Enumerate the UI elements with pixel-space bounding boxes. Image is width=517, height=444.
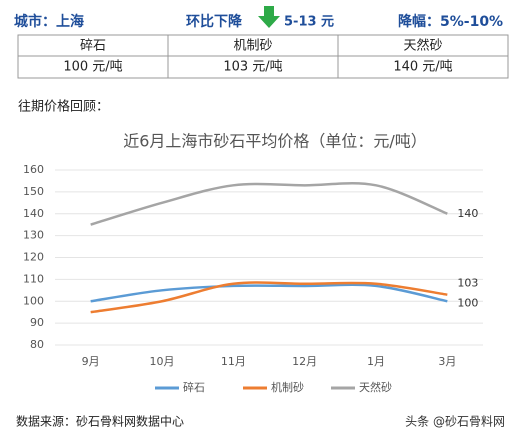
data-label: 140 (457, 207, 478, 220)
line-series (90, 181, 448, 226)
x-tick-label: 12月 (292, 355, 317, 368)
down-arrow (258, 6, 280, 28)
table-header: 碎石 (80, 39, 106, 54)
decline: 降幅：5%-10% (398, 13, 503, 30)
y-tick-label: 130 (23, 229, 44, 242)
y-tick-label: 120 (23, 251, 44, 264)
table-grid (17, 34, 509, 79)
data-label: 100 (457, 296, 478, 309)
change: 环比下降 (186, 13, 243, 30)
y-tick-label: 90 (30, 316, 44, 329)
table-cell: 103 元/吨 (223, 60, 282, 75)
data-label: 103 (457, 277, 478, 290)
change-range: 5-13 元 (284, 15, 334, 30)
chart-title: 近6月上海市砂石平均价格（单位：元/吨） (123, 132, 427, 151)
source: 数据来源：砂石骨料网数据中心 (16, 414, 184, 429)
x-tick-label: 11月 (221, 355, 246, 368)
section-label: 往期价格回顾： (18, 99, 109, 115)
x-tick-label: 10月 (150, 355, 175, 368)
table-cell: 100 元/吨 (63, 60, 122, 75)
x-tick-label: 9月 (82, 355, 100, 368)
line-series (90, 283, 448, 303)
line-series (90, 281, 448, 314)
table-header: 天然砂 (403, 38, 442, 54)
y-tick-label: 100 (23, 294, 44, 307)
y-tick-label: 80 (30, 338, 44, 351)
city: 城市：上海 (14, 13, 84, 30)
legend-label: 机制砂 (271, 380, 304, 394)
legend-label: 碎石 (183, 380, 205, 394)
x-tick-label: 3月 (438, 355, 456, 368)
y-tick-label: 110 (23, 272, 44, 285)
y-tick-label: 140 (23, 207, 44, 220)
x-tick-label: 1月 (367, 355, 385, 368)
table-header: 机制砂 (233, 39, 272, 54)
credit: 头条 @砂石骨料网 (405, 415, 505, 429)
y-tick-label: 150 (23, 185, 44, 198)
y-tick-label: 160 (23, 163, 44, 176)
legend-label: 天然砂 (359, 380, 392, 394)
table-cell: 140 元/吨 (393, 60, 452, 75)
